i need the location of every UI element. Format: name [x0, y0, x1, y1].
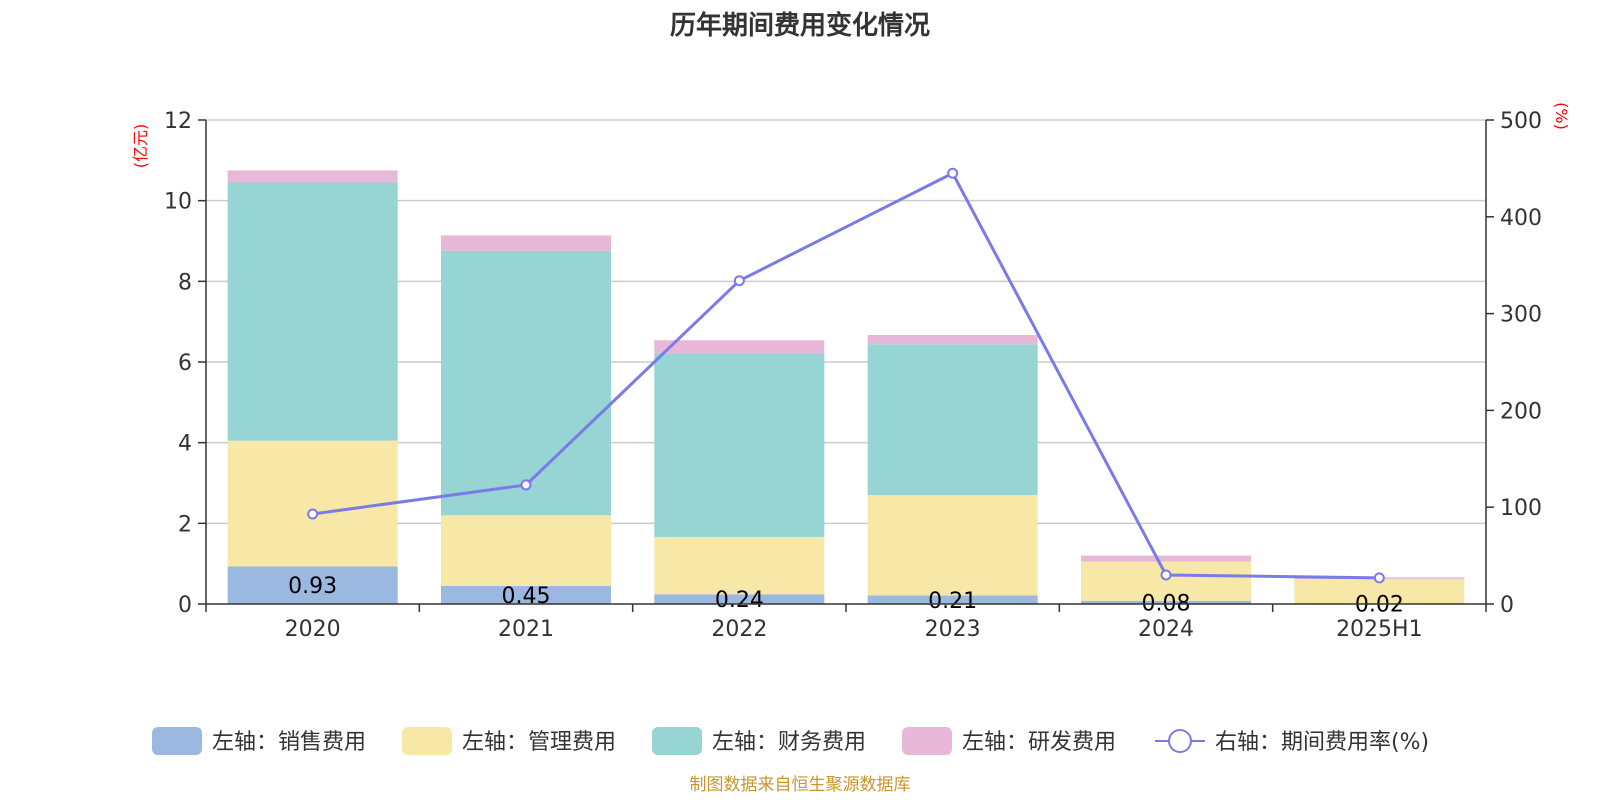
bar-segment — [227, 170, 398, 183]
legend-label: 右轴：期间费用率(%) — [1215, 730, 1429, 755]
ratio-point — [1160, 569, 1172, 581]
right-tick-label: 400 — [1500, 206, 1542, 231]
legend-swatch — [402, 727, 452, 755]
bar-value-label: 0.02 — [1355, 593, 1404, 618]
legend-label: 左轴：销售费用 — [212, 730, 366, 755]
bar-segment — [1081, 561, 1251, 601]
left-tick-label: 2 — [178, 512, 192, 537]
bar-segment — [654, 353, 825, 538]
ratio-point — [733, 275, 745, 287]
x-tick-label: 2025H1 — [1336, 617, 1423, 642]
x-tick-label: 2020 — [285, 617, 341, 642]
legend-label: 左轴：管理费用 — [462, 730, 616, 755]
left-tick-label: 12 — [164, 109, 192, 134]
bar-segment — [227, 566, 398, 604]
bar-segment — [1081, 555, 1251, 562]
bar-segment — [867, 344, 1038, 496]
right-tick-label: 0 — [1500, 593, 1514, 618]
bar-segment — [654, 340, 825, 354]
x-tick-label: 2021 — [498, 617, 554, 642]
ratio-point — [520, 479, 532, 491]
bar-segment — [227, 182, 398, 441]
bar-segment — [867, 595, 1038, 604]
right-tick-label: 100 — [1500, 496, 1542, 521]
legend-swatch — [652, 727, 702, 755]
chart-title: 历年期间费用变化情况 — [670, 10, 930, 41]
left-tick-label: 8 — [178, 270, 192, 295]
bar-segment — [654, 594, 825, 604]
gridlines — [206, 119, 1486, 525]
left-tick-label: 6 — [178, 351, 192, 376]
right-tick-label: 500 — [1500, 109, 1542, 134]
left-tick-label: 4 — [178, 432, 192, 457]
ratio-point — [307, 508, 319, 520]
bar-value-label: 0.21 — [928, 589, 977, 614]
bar-series — [227, 170, 1465, 604]
legend-label: 左轴：财务费用 — [712, 730, 866, 755]
legend: 左轴：销售费用 左轴：管理费用 左轴：财务费用 左轴：研发费用 右轴：期间费用率(%) — [152, 727, 1429, 755]
legend-swatch — [902, 727, 952, 755]
left-tick-label: 10 — [164, 190, 192, 215]
bar-segment — [441, 250, 611, 516]
bar-segment — [867, 334, 1038, 345]
bar-segment — [441, 235, 611, 251]
x-tick-label: 2022 — [711, 617, 767, 642]
ratio-point — [1373, 572, 1385, 584]
bar-segment — [1081, 600, 1251, 604]
x-tick-label: 2024 — [1138, 617, 1194, 642]
bar-segment — [867, 495, 1038, 596]
left-axis-unit: (亿元) — [131, 124, 150, 169]
ratio-point — [947, 167, 959, 179]
bar-segment — [654, 537, 825, 595]
bar-value-label: 0.24 — [715, 588, 764, 613]
x-tick-label: 2023 — [925, 617, 981, 642]
left-tick-label: 0 — [178, 593, 192, 618]
right-tick-label: 200 — [1500, 399, 1542, 424]
bar-value-label: 0.93 — [288, 574, 337, 599]
right-axis-unit: (%) — [1552, 102, 1571, 130]
bar-segment — [441, 585, 611, 604]
legend-swatch — [152, 727, 202, 755]
ratio-line-path — [312, 171, 1380, 580]
legend-label: 左轴：研发费用 — [962, 730, 1116, 755]
legend-line-marker — [1168, 729, 1192, 753]
bar-value-label: 0.45 — [502, 584, 551, 609]
bar-segment — [441, 515, 611, 586]
right-tick-label: 300 — [1500, 303, 1542, 328]
data-source: 制图数据来自恒生聚源数据库 — [690, 775, 911, 795]
bar-segment — [227, 440, 398, 567]
expense-ratio-line — [307, 167, 1385, 584]
bar-labels: 0.93 0.45 0.24 0.21 0.08 0.02 — [288, 574, 1404, 617]
axes: 0 2 4 6 8 10 12 0 100 200 300 400 500 2020 2021 2022 202… — [164, 109, 1542, 642]
